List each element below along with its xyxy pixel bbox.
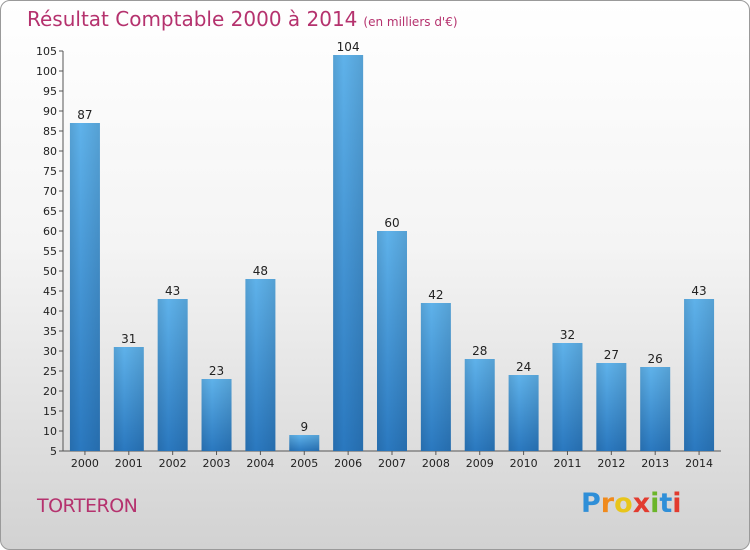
y-tick-label: 55 [43,245,57,258]
bar-shade [69,123,100,451]
y-tick-label: 15 [43,405,57,418]
value-label: 43 [165,284,180,298]
y-tick-label: 95 [43,85,57,98]
y-tick-label: 100 [36,65,57,78]
bar-shade [596,363,627,451]
x-tick-label: 2004 [246,457,274,470]
logo-letter: t [659,488,673,519]
value-label: 31 [121,332,136,346]
value-label: 26 [648,352,663,366]
y-tick-label: 35 [43,325,57,338]
bar-shade [157,299,188,451]
y-tick-label: 105 [36,45,57,58]
x-tick-label: 2008 [422,457,450,470]
x-tick-label: 2000 [71,457,99,470]
value-label: 23 [209,364,224,378]
bar-shade [201,379,232,451]
y-tick-label: 50 [43,265,57,278]
bar-shade [245,279,276,451]
x-tick-label: 2012 [597,457,625,470]
value-label: 24 [516,360,531,374]
bar-shade [289,435,320,451]
town-name: TORTERON [37,495,138,517]
chart-title-text: Résultat Comptable 2000 à 2014 [27,7,358,31]
x-tick-label: 2005 [290,457,318,470]
y-tick-label: 70 [43,185,57,198]
bar-shade [640,367,671,451]
y-tick-label: 45 [43,285,57,298]
logo-letter: x [632,488,651,519]
logo-letter: i [650,488,660,519]
value-label: 87 [77,108,92,122]
x-tick-label: 2001 [115,457,143,470]
bar-shade [420,303,451,451]
bar-shade [552,343,583,451]
y-tick-label: 85 [43,125,57,138]
bar-shade [464,359,495,451]
x-tick-label: 2013 [641,457,669,470]
value-label: 9 [300,420,308,434]
y-tick-label: 80 [43,145,57,158]
bar-shade [113,347,144,451]
value-label: 42 [428,288,443,302]
value-labels: 87 31 43 23 48 9 104 60 42 28 24 32 27 26 43 [77,40,706,434]
value-label: 43 [691,284,706,298]
y-tick-label: 30 [43,345,57,358]
y-tick-label: 10 [43,425,57,438]
y-tick-label: 75 [43,165,57,178]
bars [69,55,715,451]
x-tick-label: 2010 [510,457,538,470]
logo-letter: r [600,488,615,519]
proxiti-logo: Proxiti [581,488,682,519]
x-tick-label: 2014 [685,457,713,470]
x-tick-label: 2009 [466,457,494,470]
x-tick-label: 2002 [159,457,187,470]
bar-shade [508,375,539,451]
x-tick-label: 2003 [203,457,231,470]
chart-subtitle: (en milliers d'€) [363,15,458,29]
x-tick-label: 2011 [553,457,581,470]
bar-shade [684,299,715,451]
value-label: 48 [253,264,268,278]
logo-letter: P [581,488,601,519]
value-label: 60 [384,216,399,230]
y-tick-label: 60 [43,225,57,238]
y-tick-label: 65 [43,205,57,218]
y-tick-label: 20 [43,385,57,398]
bar-shade [377,231,407,451]
value-label: 28 [472,344,487,358]
value-label: 27 [604,348,619,362]
value-label: 104 [337,40,360,54]
y-tick-label: 40 [43,305,57,318]
axes: 5 10 15 20 25 30 35 40 45 50 55 60 65 70 75 80 85 90 95 100… [36,45,721,470]
chart-title: Résultat Comptable 2000 à 2014 (en millie… [27,7,458,31]
logo-letter: o [614,488,633,519]
bar-shade [333,55,364,451]
x-tick-label: 2007 [378,457,406,470]
y-tick-label: 5 [50,445,57,458]
logo-letter: i [672,488,682,519]
y-tick-label: 90 [43,105,57,118]
value-label: 32 [560,328,575,342]
x-tick-label: 2006 [334,457,362,470]
y-tick-label: 25 [43,365,57,378]
